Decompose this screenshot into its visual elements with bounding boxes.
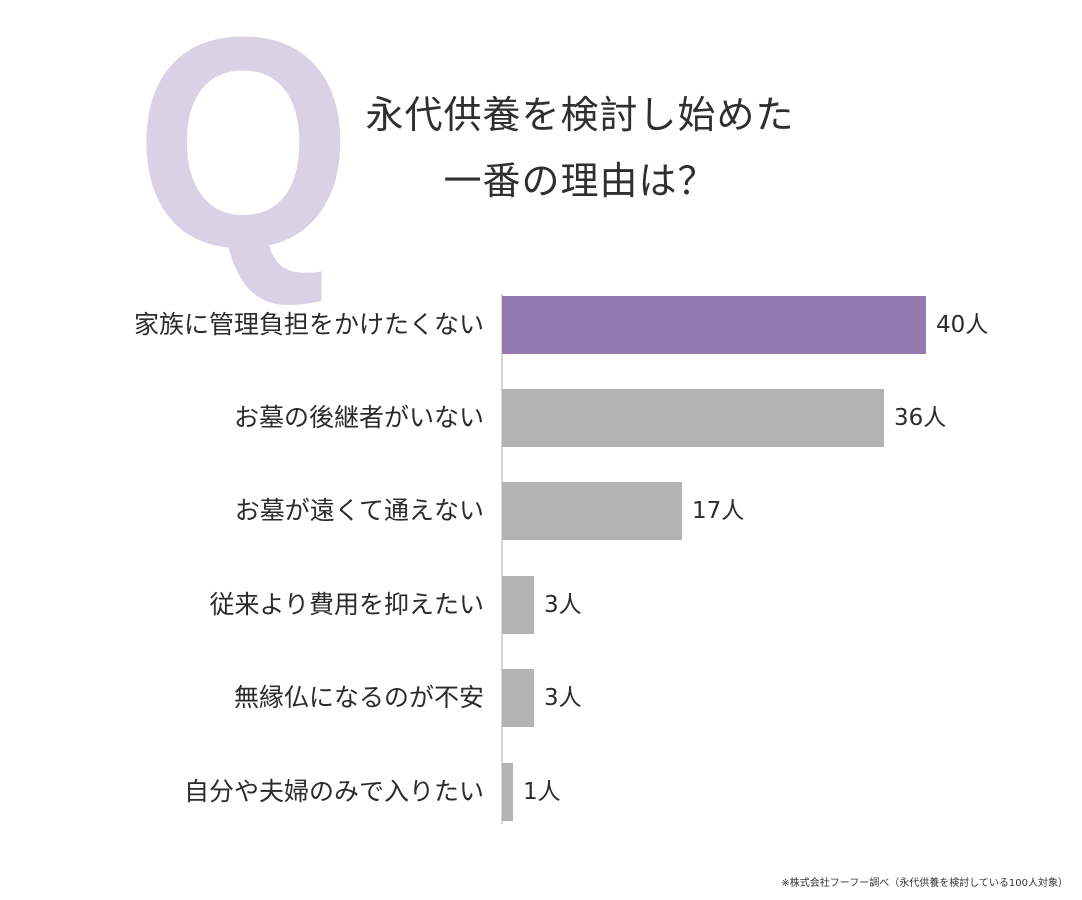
bar-row: お墓が遠くて通えない 17人 xyxy=(0,482,1082,540)
category-label: 家族に管理負担をかけたくない xyxy=(133,310,484,339)
value-label: 3人 xyxy=(544,685,582,711)
bar-row: お墓の後継者がいない 36人 xyxy=(0,389,1082,447)
title-line-1: 永代供養を検討し始めた xyxy=(365,93,795,137)
bar xyxy=(502,669,534,727)
category-label: 自分や夫婦のみで入りたい xyxy=(183,777,484,806)
category-label: 無縁仏になるのが不安 xyxy=(233,683,484,712)
category-label: お墓の後継者がいない xyxy=(233,403,484,432)
q-decorative-letter: Q xyxy=(135,0,353,310)
value-label: 40人 xyxy=(936,312,989,338)
bar-row: 従来より費用を抑えたい 3人 xyxy=(0,576,1082,634)
bar-row: 家族に管理負担をかけたくない 40人 xyxy=(0,296,1082,354)
bar-row: 自分や夫婦のみで入りたい 1人 xyxy=(0,763,1082,821)
value-label: 36人 xyxy=(894,405,947,431)
bar xyxy=(502,763,513,821)
y-axis-line xyxy=(501,294,503,824)
category-label: 従来より費用を抑えたい xyxy=(209,590,484,619)
bar xyxy=(502,296,926,354)
value-label: 3人 xyxy=(544,592,582,618)
source-footnote: ※株式会社フーフー調べ（永代供養を検討している100人対象） xyxy=(781,878,1068,889)
bar xyxy=(502,482,682,540)
bar xyxy=(502,576,534,634)
value-label: 1人 xyxy=(523,779,561,805)
value-label: 17人 xyxy=(692,498,745,524)
title-line-2: 一番の理由は？ xyxy=(443,159,717,203)
category-label: お墓が遠くて通えない xyxy=(234,496,484,525)
chart-title: 永代供養を検討し始めた 一番の理由は？ xyxy=(300,82,860,214)
bar-row: 無縁仏になるのが不安 3人 xyxy=(0,669,1082,727)
bar xyxy=(502,389,884,447)
